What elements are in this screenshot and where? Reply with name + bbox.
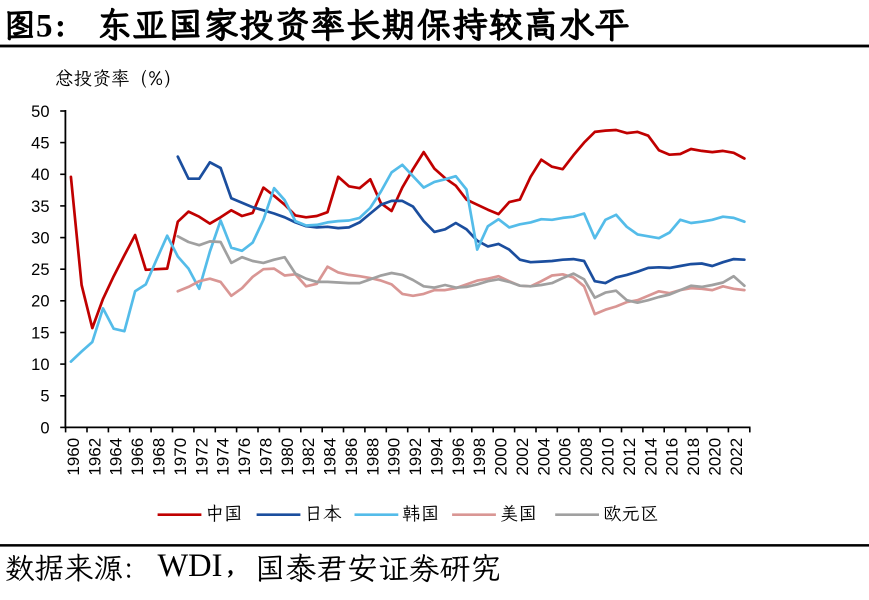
svg-text:1976: 1976 <box>235 438 254 476</box>
svg-text:5: 5 <box>40 388 49 406</box>
svg-text:15: 15 <box>31 324 49 342</box>
svg-text:2022: 2022 <box>727 438 746 476</box>
svg-text:1980: 1980 <box>278 438 297 476</box>
svg-text:35: 35 <box>31 198 49 216</box>
svg-text:1964: 1964 <box>107 438 126 476</box>
svg-text:2012: 2012 <box>620 438 639 476</box>
svg-text:1966: 1966 <box>128 438 147 476</box>
svg-text:5:: 5: <box>36 8 69 44</box>
svg-text:1960: 1960 <box>64 438 83 476</box>
svg-text:2020: 2020 <box>705 438 724 476</box>
svg-text:30: 30 <box>31 230 49 248</box>
svg-text:2006: 2006 <box>556 438 575 476</box>
svg-text:2000: 2000 <box>492 438 511 476</box>
svg-text:2014: 2014 <box>641 438 660 476</box>
svg-text:1998: 1998 <box>470 438 489 476</box>
svg-text:2008: 2008 <box>577 438 596 476</box>
svg-text:1992: 1992 <box>406 438 425 476</box>
svg-text:2004: 2004 <box>534 438 553 476</box>
svg-text:WDI: WDI <box>158 548 223 584</box>
svg-text:45: 45 <box>31 135 49 153</box>
svg-text:50: 50 <box>31 103 49 121</box>
svg-text:1988: 1988 <box>363 438 382 476</box>
svg-text:1968: 1968 <box>150 438 169 476</box>
svg-text:1982: 1982 <box>299 438 318 476</box>
svg-text:2002: 2002 <box>513 438 532 476</box>
svg-text:1978: 1978 <box>256 438 275 476</box>
svg-text:1970: 1970 <box>171 438 190 476</box>
svg-text:2016: 2016 <box>663 438 682 476</box>
svg-text:1984: 1984 <box>321 438 340 476</box>
svg-text:2010: 2010 <box>599 438 618 476</box>
svg-text:1996: 1996 <box>449 438 468 476</box>
svg-text:1994: 1994 <box>427 438 446 476</box>
svg-text:1972: 1972 <box>192 438 211 476</box>
svg-text:1990: 1990 <box>385 438 404 476</box>
svg-text:1962: 1962 <box>85 438 104 476</box>
svg-text:40: 40 <box>31 166 49 184</box>
svg-text:0: 0 <box>40 419 49 437</box>
svg-text:1974: 1974 <box>214 438 233 476</box>
svg-text:2018: 2018 <box>684 438 703 476</box>
svg-text:1986: 1986 <box>342 438 361 476</box>
svg-text:25: 25 <box>31 261 49 279</box>
svg-text:10: 10 <box>31 356 49 374</box>
svg-text:20: 20 <box>31 293 49 311</box>
